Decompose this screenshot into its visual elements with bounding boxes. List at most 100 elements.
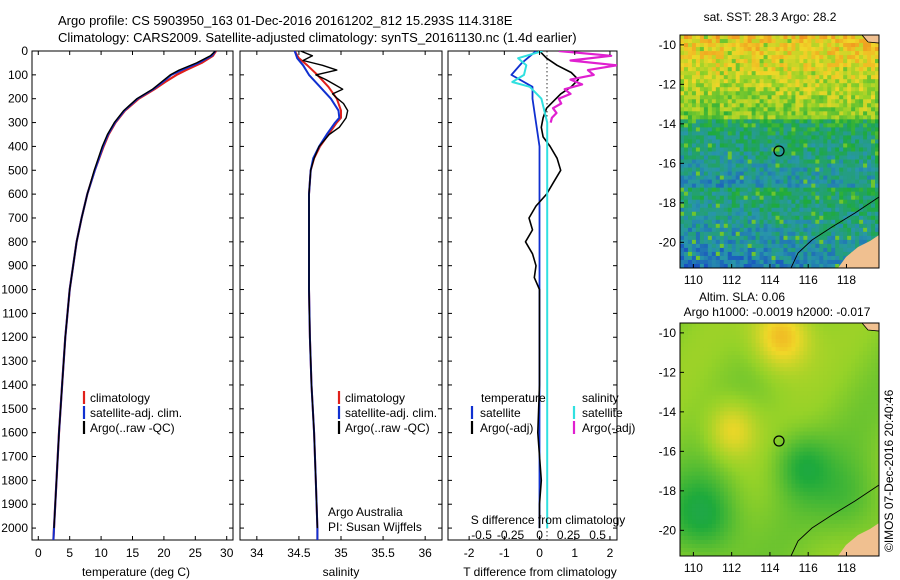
map-cell — [859, 399, 864, 404]
map-cell — [787, 43, 792, 48]
map-cell — [727, 207, 733, 213]
map-cell — [767, 119, 772, 124]
map-cell — [715, 91, 721, 96]
map-cell — [731, 95, 737, 100]
map-cell — [843, 75, 848, 80]
map-cell — [855, 115, 860, 120]
map-cell — [735, 391, 741, 396]
map-cell — [871, 87, 876, 92]
map-cell — [839, 67, 844, 72]
map-cell — [827, 67, 832, 72]
map-cell — [807, 263, 812, 269]
map-cell — [847, 391, 852, 396]
map-cell — [759, 199, 764, 205]
map-cell — [859, 391, 864, 396]
map-cell — [791, 203, 796, 209]
map-cell — [775, 439, 780, 444]
map-cell — [763, 231, 768, 237]
map-cell — [819, 379, 824, 384]
map-cell — [763, 95, 768, 100]
temperature-depth-ticks — [32, 50, 233, 529]
map-cell — [867, 331, 872, 336]
map-cell — [863, 63, 868, 68]
map-cell — [815, 359, 820, 364]
map-cell — [707, 43, 713, 48]
map-cell — [823, 211, 828, 217]
map-cell — [763, 435, 768, 440]
map-cell — [859, 207, 864, 213]
map-cell — [703, 247, 709, 253]
map-cell — [863, 363, 868, 368]
map-cell — [755, 423, 760, 428]
map-cell — [759, 391, 764, 396]
map-cell — [815, 227, 820, 233]
map-cell — [815, 351, 820, 356]
map-cell — [835, 87, 840, 92]
map-cell — [719, 379, 725, 384]
map-cell — [755, 447, 760, 452]
map-cell — [687, 251, 693, 257]
map-cell — [811, 131, 816, 136]
map-cell — [755, 123, 760, 128]
map-cell — [723, 111, 729, 116]
map-cell — [731, 39, 737, 44]
map-cell — [791, 155, 796, 160]
map-cell — [711, 251, 717, 257]
map-cell — [743, 331, 749, 336]
map-cell — [687, 359, 693, 364]
map-cell — [771, 355, 776, 360]
map-cell — [691, 79, 697, 84]
map-cell — [739, 99, 745, 104]
map-cell — [751, 463, 757, 469]
map-cell — [783, 123, 788, 128]
map-cell — [863, 351, 868, 356]
map-cell — [847, 123, 852, 128]
map-cell — [683, 351, 689, 356]
map-cell — [735, 251, 741, 257]
map-cell — [787, 231, 792, 237]
map-cell — [703, 435, 709, 440]
map-cell — [727, 411, 733, 416]
map-cell — [815, 179, 820, 185]
map-cell — [755, 355, 760, 360]
map-cell — [767, 235, 772, 241]
map-cell — [683, 359, 689, 364]
map-cell — [680, 183, 685, 189]
x-tick-label: 10 — [94, 546, 108, 560]
map-cell — [715, 335, 721, 340]
map-cell — [851, 327, 856, 332]
map-cell — [839, 451, 844, 456]
map-cell — [691, 327, 697, 332]
map-cell — [811, 51, 816, 56]
map-cell — [723, 395, 729, 400]
map-cell — [715, 171, 721, 177]
map-cell — [851, 335, 856, 340]
map-cell — [779, 455, 784, 460]
map-cell — [767, 339, 772, 344]
map-cell — [715, 367, 721, 372]
map-cell — [735, 419, 741, 424]
map-cell — [719, 355, 725, 360]
map-cell — [763, 323, 768, 328]
map-cell — [707, 111, 713, 116]
map-cell — [847, 439, 852, 444]
map-cell — [771, 383, 776, 388]
map-cell — [723, 327, 729, 332]
map-cell — [691, 75, 697, 80]
map-cell — [731, 123, 737, 128]
map-cell — [799, 111, 804, 116]
map-cell — [875, 175, 880, 181]
map-cell — [835, 259, 840, 265]
map-cell — [715, 455, 721, 460]
map-cell — [743, 231, 749, 237]
map-cell — [680, 343, 685, 348]
map-cell — [871, 335, 876, 340]
map-cell — [847, 375, 852, 380]
map-cell — [727, 251, 733, 257]
map-cell — [771, 159, 776, 164]
map-cell — [763, 39, 768, 44]
map-cell — [871, 139, 876, 144]
map-cell — [751, 255, 757, 261]
map-cell — [771, 203, 776, 209]
map-cell — [711, 175, 717, 181]
